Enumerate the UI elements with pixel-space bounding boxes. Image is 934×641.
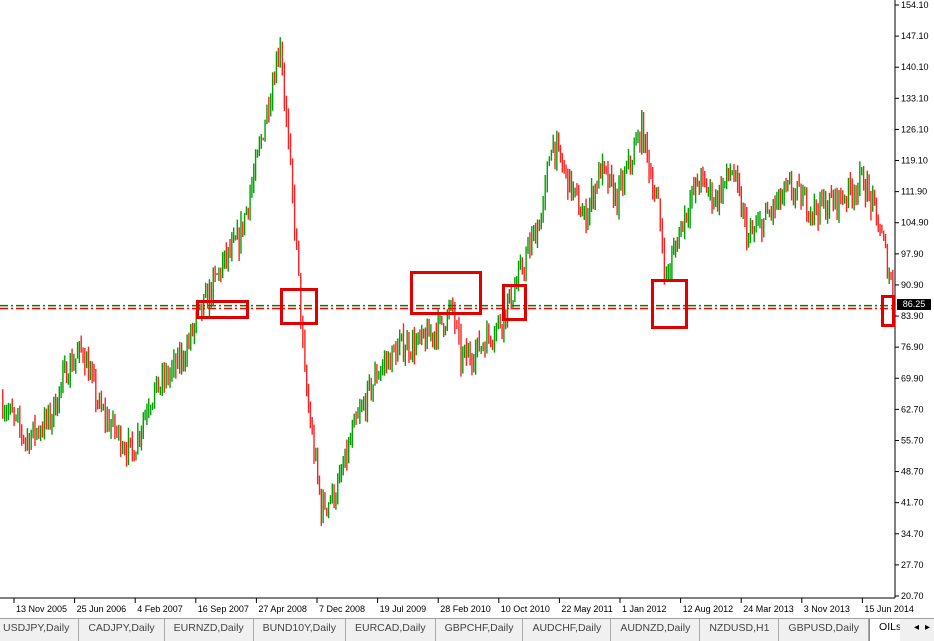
current-price-label: 86.25 [897,299,931,310]
y-tick-label: 55.70 [901,435,924,445]
chart-tabs: USDJPY,Daily CADJPY,Daily EURNZD,Daily BUND… [0,618,934,641]
y-tick-label: 133.10 [901,93,929,103]
highlight-box [196,300,249,319]
y-tick-label: 27.70 [901,560,924,570]
tab-cadjpy-daily[interactable]: CADJPY,Daily [79,619,165,641]
x-tick-label: 19 Jul 2009 [380,604,427,614]
x-tick-label: 3 Nov 2013 [804,604,850,614]
highlight-box [651,279,688,329]
tab-eurnzd-daily[interactable]: EURNZD,Daily [165,619,254,641]
y-tick-label: 76.90 [901,342,924,352]
tab-gbpusd-daily[interactable]: GBPUSD,Daily [779,619,870,641]
x-tick-label: 25 Jun 2006 [77,604,127,614]
x-tick-label: 7 Dec 2008 [319,604,365,614]
time-axis: 13 Nov 2005 25 Jun 2006 4 Feb 2007 16 Sep 2… [13,598,914,614]
horizontal-lines [0,304,895,310]
y-tick-label: 48.70 [901,467,924,477]
x-tick-label: 12 Aug 2012 [683,604,734,614]
y-tick-label: 104.90 [901,218,929,228]
y-tick-label: 126.10 [901,124,929,134]
y-tick-label: 83.90 [901,311,924,321]
highlight-box [502,284,527,321]
y-tick-label: 41.70 [901,498,924,508]
tab-audnzd-daily[interactable]: AUDNZD,Daily [611,619,701,641]
tab-usdjpy-daily[interactable]: USDJPY,Daily [0,619,80,641]
scroll-left-icon[interactable]: ◂ [913,622,919,633]
y-tick-label: 20.70 [901,591,924,601]
y-tick-label: 34.70 [901,529,924,539]
y-tick-label: 154.10 [901,0,929,10]
y-tick-label: 97.90 [901,249,924,259]
y-tick-label: 147.10 [901,31,929,41]
y-tick-label: 140.10 [901,62,929,72]
x-tick-label: 16 Sep 2007 [198,604,249,614]
tab-gbpchf-daily[interactable]: GBPCHF,Daily [436,619,524,641]
x-tick-label: 24 Mar 2013 [743,604,794,614]
highlight-box [280,288,318,325]
x-tick-label: 22 May 2011 [561,604,612,614]
price-bars [2,37,894,526]
y-tick-label: 62.70 [901,404,924,414]
scroll-right-icon[interactable]: ▸ [924,622,930,633]
tab-bund10y-daily[interactable]: BUND10Y,Daily [254,619,347,641]
tab-nzdusd-h1[interactable]: NZDUSD,H1 [700,619,780,641]
x-tick-label: 4 Feb 2007 [137,604,183,614]
tab-audchf-daily[interactable]: AUDCHF,Daily [523,619,612,641]
y-tick-label: 111.90 [901,187,927,197]
highlight-box [410,271,482,315]
price-axis: 154.10 147.10 140.10 133.10 126.10 119.10 111.… [895,0,929,601]
price-chart[interactable]: 154.10 147.10 140.10 133.10 126.10 119.10 111.… [0,0,934,618]
tab-oils-weekly[interactable]: OILs,Weekly [869,619,900,641]
x-tick-label: 10 Oct 2010 [501,604,550,614]
x-tick-label: 1 Jan 2012 [622,604,667,614]
x-tick-label: 15 Jun 2014 [864,604,914,614]
tab-eurcad-daily[interactable]: EURCAD,Daily [346,619,436,641]
y-tick-label: 90.90 [901,280,924,290]
y-tick-label: 69.90 [901,373,924,383]
x-tick-label: 27 Apr 2008 [258,604,307,614]
y-tick-label: 119.10 [901,156,928,166]
x-tick-label: 28 Feb 2010 [440,604,491,614]
x-tick-label: 13 Nov 2005 [16,604,67,614]
highlight-box [881,295,895,327]
